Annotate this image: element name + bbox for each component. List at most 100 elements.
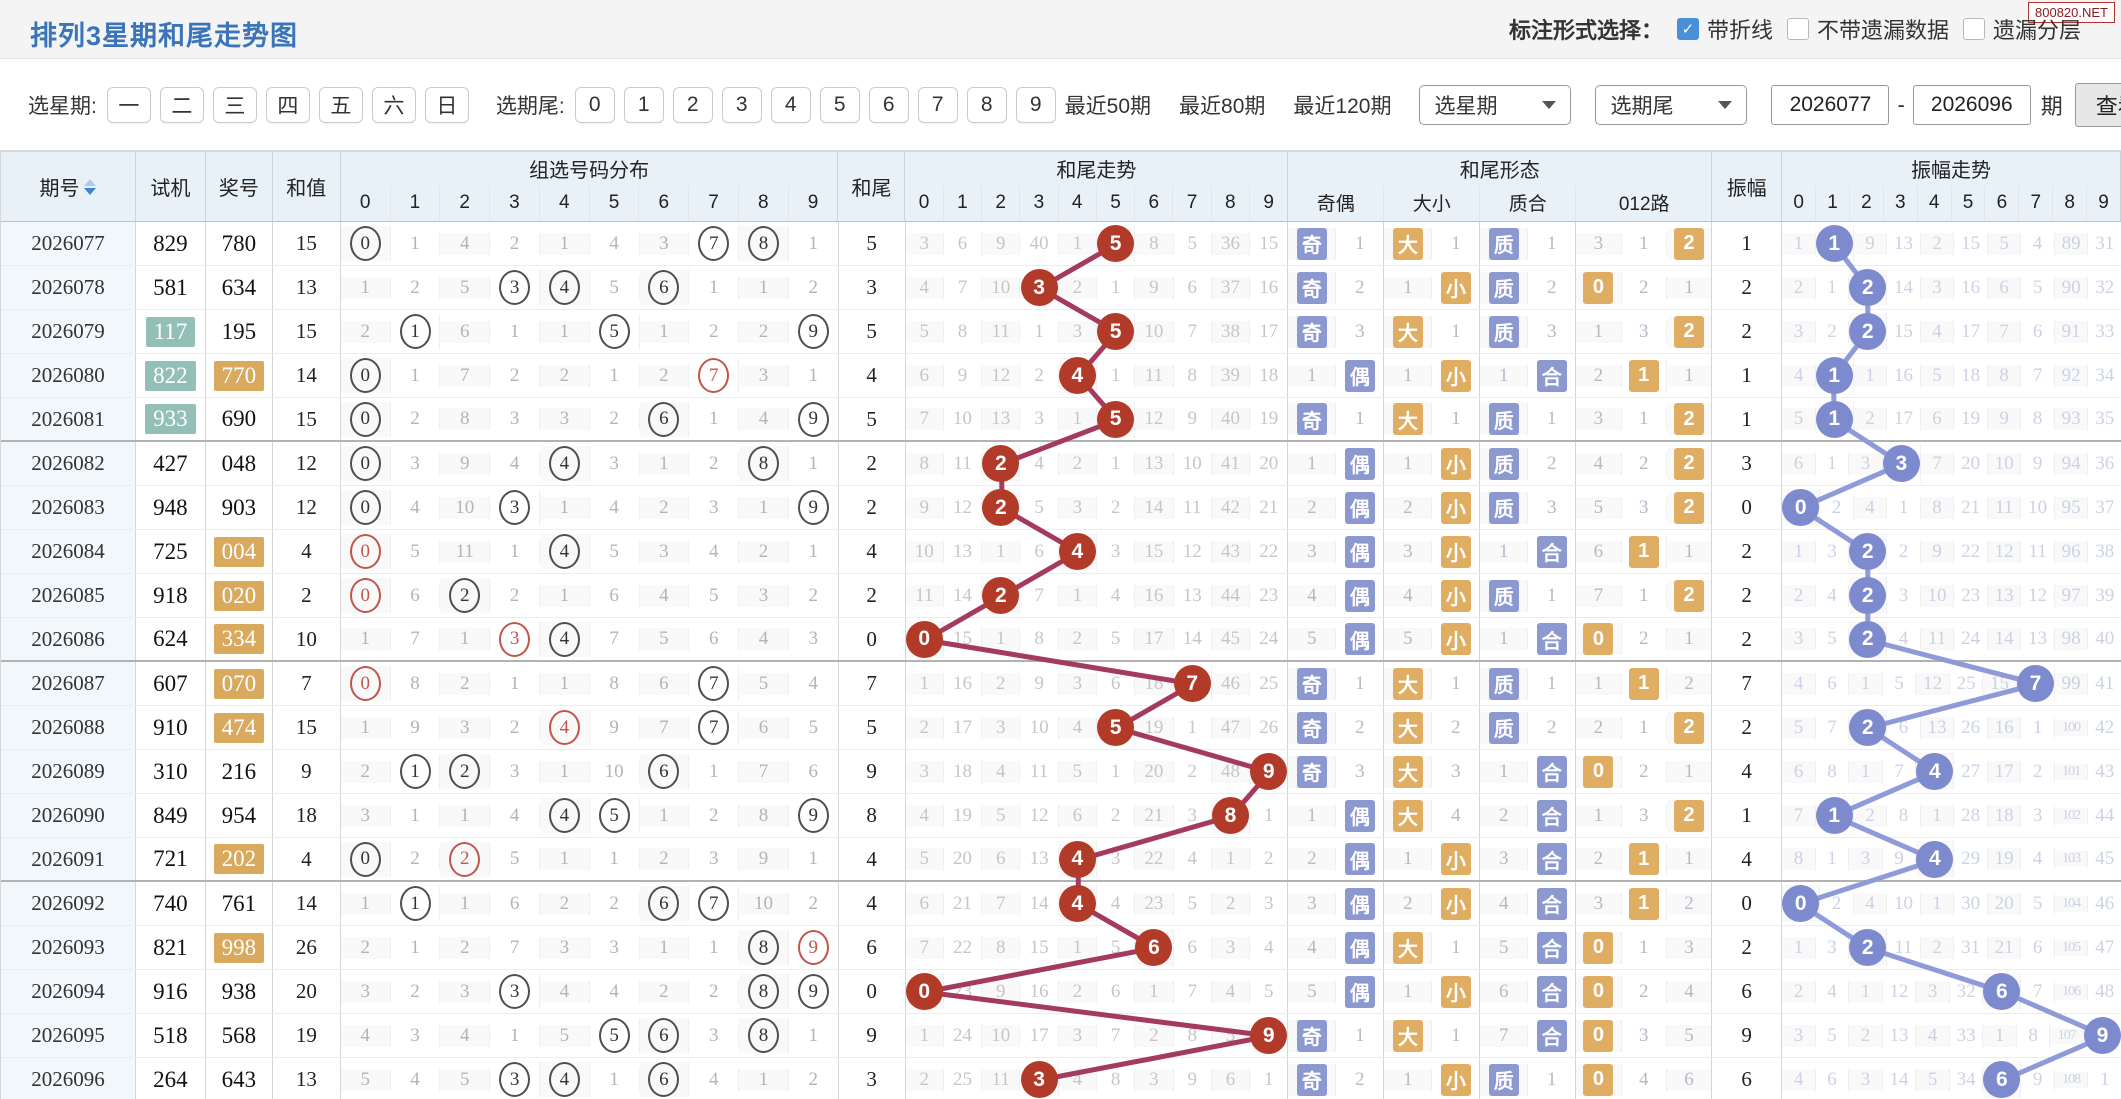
amp-trend-cells: 6 1 3 3 7 20 10 9 94 36 [1782, 442, 2121, 485]
miss-count: 3 [1638, 320, 1649, 342]
week-button-四[interactable]: 四 [265, 86, 310, 123]
road-cell: 1 [1666, 540, 1712, 563]
at-cell: 3 [1920, 276, 1955, 299]
sort-icon[interactable] [84, 178, 97, 195]
tail-button-6[interactable]: 6 [868, 86, 909, 123]
site-badge: 800820.NET [2028, 2, 2115, 23]
form-cell: 偶 [1336, 931, 1383, 964]
checkbox-no-omission[interactable]: 不带遗漏数据 [1786, 13, 1949, 45]
digit-circle: 4 [548, 621, 580, 657]
tail-button-4[interactable]: 4 [770, 86, 811, 123]
dist-cell: 2 [490, 716, 540, 739]
miss-count: 18 [1259, 364, 1279, 386]
week-select[interactable]: 选星期 [1419, 84, 1572, 125]
week-button-六[interactable]: 六 [371, 86, 416, 123]
week-button-一[interactable]: 一 [106, 86, 151, 123]
prize-cell: 938 [206, 970, 273, 1013]
tail-button-9[interactable]: 9 [1015, 86, 1056, 123]
checkbox-icon[interactable] [1786, 18, 1809, 40]
recent-50-link[interactable]: 最近50期 [1064, 94, 1152, 118]
week-button-日[interactable]: 日 [424, 86, 469, 123]
miss-count: 6 [1793, 452, 1804, 474]
week-button-二[interactable]: 二 [159, 86, 204, 123]
checkbox-icon[interactable]: ✓ [1676, 18, 1699, 40]
range-to-input[interactable] [1912, 84, 2031, 125]
test-cell: 829 [136, 222, 206, 265]
dist-cell: 4 [539, 621, 590, 657]
at-cell: 15 [1887, 320, 1921, 343]
dist-cell: 1 [639, 936, 690, 959]
tail-select[interactable]: 选期尾 [1595, 84, 1748, 125]
tt-cell: 4 [1174, 848, 1212, 870]
tail-trend-cells: 0 23 9 16 2 6 1 7 4 5 [905, 970, 1289, 1013]
amp-hit-circle: 1 [1815, 400, 1853, 438]
at-cell: 1 [1853, 364, 1888, 387]
miss-count: 1 [1403, 364, 1413, 386]
at-cell: 1 [1849, 760, 1883, 783]
form-hit-box: 合 [1536, 623, 1567, 655]
tt-cell: 43 [1211, 540, 1251, 563]
tail-hit-circle: 6 [1135, 929, 1173, 966]
dist-cell: 4 [689, 540, 740, 563]
tail-button-1[interactable]: 1 [623, 86, 664, 123]
at-cell: 28 [1954, 804, 1988, 827]
dist-cell: 7 [391, 628, 441, 650]
dist-cell: 5 [590, 540, 640, 563]
form-cell: 1 [1432, 1025, 1479, 1047]
tt-cell: 15 [944, 628, 983, 650]
checkbox-icon[interactable] [1962, 18, 1985, 40]
at-cell: 5 [1883, 672, 1917, 695]
at-cell: 2 [1849, 929, 1888, 966]
tt-cell: 4 [1020, 452, 1059, 475]
digit-circle: 9 [797, 798, 829, 833]
dist-cell: 5 [689, 584, 740, 607]
at-cell: 1 [1815, 797, 1854, 834]
view-button[interactable]: 查看 [2074, 82, 2121, 127]
miss-count: 7 [758, 760, 769, 782]
dist-cell: 1 [391, 364, 441, 387]
miss-count: 3 [1860, 452, 1871, 474]
at-cell: 4 [1853, 892, 1888, 915]
form-cell: 1 [1432, 233, 1479, 255]
miss-count: 3 [1110, 848, 1121, 869]
form-hit-box: 大 [1392, 403, 1423, 435]
tt-cell: 1 [982, 540, 1021, 563]
form-hit-box: 偶 [1344, 491, 1375, 524]
tail-button-0[interactable]: 0 [574, 86, 615, 123]
at-cell: 2 [1782, 276, 1816, 299]
at-cell: 2 [1853, 408, 1888, 430]
tail-button-5[interactable]: 5 [819, 86, 860, 123]
range-from-input[interactable] [1771, 84, 1890, 125]
miss-count: 2 [1593, 716, 1604, 738]
checkbox-omission-layer[interactable]: 遗漏分层 [1962, 13, 2081, 45]
tail-button-8[interactable]: 8 [966, 86, 1007, 123]
recent-80-link[interactable]: 最近80期 [1179, 94, 1266, 118]
tail-button-3[interactable]: 3 [721, 86, 762, 123]
week-button-三[interactable]: 三 [212, 86, 257, 123]
checkbox-label: 带折线 [1706, 18, 1773, 43]
period-cell: 2026079 [1, 310, 136, 353]
form-hit-box: 2 [1674, 491, 1705, 524]
tail-cell: 4 [839, 530, 906, 573]
tt-cell: 5 [905, 848, 944, 870]
at-cell: 4 [1916, 840, 1955, 878]
miss-count: 11 [915, 584, 934, 606]
tail-button-7[interactable]: 7 [917, 86, 958, 123]
form-hit-box: 合 [1536, 975, 1567, 1008]
recent-120-link[interactable]: 最近120期 [1293, 94, 1392, 118]
miss-count: 11 [991, 1068, 1010, 1090]
dist-cell: 5 [739, 672, 789, 695]
week-button-五[interactable]: 五 [318, 86, 363, 123]
miss-count: 10 [953, 408, 972, 429]
tail-hit-circle: 3 [1020, 1061, 1058, 1098]
tail-button-2[interactable]: 2 [672, 86, 713, 123]
column-header-period[interactable]: 期号 [1, 152, 136, 221]
miss-count: 6 [659, 672, 669, 694]
form-hit-box: 2 [1674, 315, 1705, 348]
checkbox-with-line[interactable]: ✓ 带折线 [1676, 13, 1773, 45]
